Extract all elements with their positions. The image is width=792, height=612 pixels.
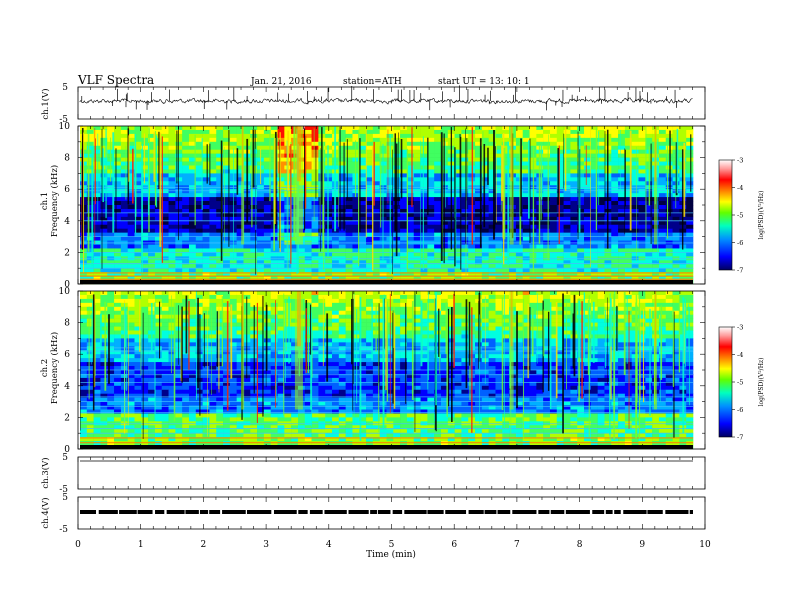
ch1-spectrogram-image [80, 126, 694, 285]
ch1-spec-ytick: 0 [64, 280, 70, 290]
ch2-spec-ytick: 10 [59, 287, 71, 297]
ch1-spec-ytick: 2 [64, 248, 70, 258]
x-axis-tick-labels: 0 1 2 3 4 5 6 7 8 9 10 [75, 540, 711, 550]
header-date: Jan. 21, 2016 [250, 77, 312, 87]
ch2-spec-ytick: 0 [64, 445, 70, 455]
x-tick-label: 10 [699, 540, 711, 550]
x-tick-label: 4 [326, 540, 332, 550]
ch2-colorbar-tick: -4 [737, 351, 743, 359]
x-tick-label: 1 [138, 540, 144, 550]
ch1-ylabel: ch.1(V) [40, 88, 51, 119]
ch1-colorbar-tick: -6 [737, 239, 743, 247]
ch4-waveform-line [80, 510, 693, 514]
x-tick-label: 7 [514, 540, 520, 550]
ch4-ylabel: ch.4(V) [40, 497, 51, 528]
ch1-colorbar-tick: -4 [737, 184, 743, 192]
ch3-waveform-panel: 5 -5 ch.3(V) [40, 453, 706, 495]
x-tick-label: 3 [263, 540, 269, 550]
ch3-ytick-5: 5 [62, 453, 68, 463]
ch4-waveform-panel: 5 -5 ch.4(V) [40, 493, 706, 535]
ch2-colorbar: -3 -4 -5 -6 -7 log(PSD)(V²/Hz) [718, 324, 765, 442]
ch2-spectrogram-panel: 0 2 4 6 8 10 ch.2 Frequency (kHz) [40, 287, 706, 455]
ch2-spec-ylabel-top: ch.2 [40, 359, 50, 377]
ch2-colorbar-tick: -6 [737, 406, 743, 414]
header-station: station=ATH [343, 77, 402, 87]
ch2-spec-ytick: 4 [64, 382, 70, 392]
ch2-spec-ylabel: Frequency (kHz) [49, 332, 60, 404]
ch2-colorbar-tick: -7 [737, 434, 743, 442]
x-tick-label: 5 [389, 540, 395, 550]
ch1-colorbar: -3 -4 -5 -6 -7 log(PSD)(V²/Hz) [718, 157, 765, 275]
ch3-ylabel: ch.3(V) [40, 457, 51, 488]
figure-title: VLF Spectra [77, 73, 154, 87]
ch4-ytick-minus5: -5 [59, 525, 68, 535]
ch1-waveform-line [79, 85, 693, 111]
ch2-colorbar-tick: -3 [737, 324, 743, 332]
ch1-ytick-minus5: -5 [59, 115, 68, 125]
ch1-colorbar-label: log(PSD)(V²/Hz) [758, 191, 765, 240]
ch1-spec-ytick: 6 [64, 185, 70, 195]
ch1-colorbar-tick: -5 [737, 212, 743, 220]
x-tick-label: 6 [451, 540, 457, 550]
x-axis-label: Time (min) [366, 549, 416, 560]
x-tick-label: 8 [577, 540, 583, 550]
ch2-spec-ytick: 2 [64, 413, 70, 423]
x-tick-label: 2 [201, 540, 207, 550]
ch2-colorbar-tick: -5 [737, 379, 743, 387]
ch3-ytick-minus5: -5 [59, 485, 68, 495]
ch2-spec-ytick: 6 [64, 350, 70, 360]
ch1-colorbar-tick: -3 [737, 157, 743, 165]
header-start-time: start UT = 13: 10: 1 [438, 77, 530, 87]
x-tick-label: 0 [75, 540, 81, 550]
ch4-ytick-5: 5 [62, 493, 68, 503]
ch1-spec-ylabel: Frequency (kHz) [49, 165, 60, 237]
ch2-spectrogram-image [80, 291, 694, 450]
ch1-spec-ytick: 8 [64, 154, 70, 164]
ch2-spec-ytick: 8 [64, 319, 70, 329]
ch1-colorbar-tick: -7 [737, 267, 743, 275]
ch1-spec-ytick: 10 [59, 122, 71, 132]
ch2-colorbar-label: log(PSD)(V²/Hz) [758, 358, 765, 407]
ch1-waveform-panel: 5 -5 ch.1(V) [40, 83, 706, 125]
ch1-spectrogram-panel: 0 2 4 6 8 10 ch.1 Frequency (kHz) [40, 122, 706, 290]
x-tick-label: 9 [639, 540, 645, 550]
ch1-spec-ylabel-top: ch.1 [40, 192, 50, 210]
ch1-ytick-5: 5 [62, 83, 68, 93]
ch1-spec-ytick: 4 [64, 217, 70, 227]
